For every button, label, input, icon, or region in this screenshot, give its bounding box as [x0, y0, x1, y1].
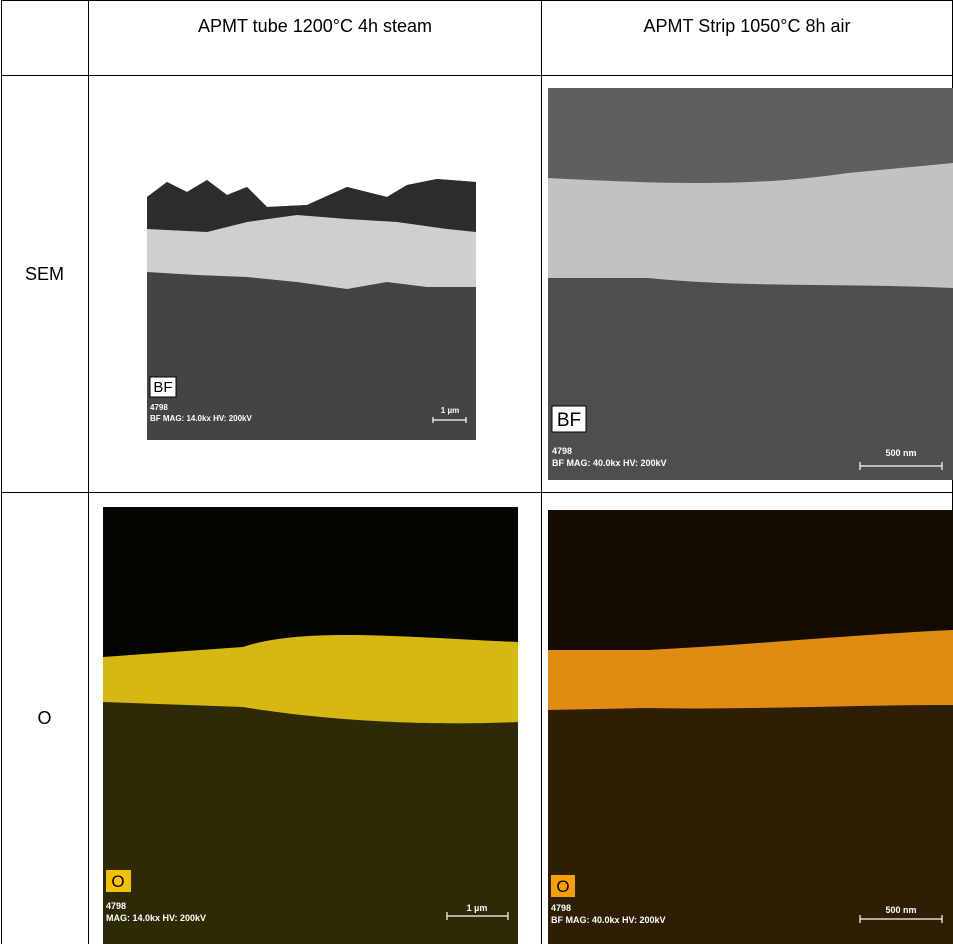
- rule: [1, 0, 953, 1]
- badge: O: [111, 872, 124, 891]
- column-header: APMT tube 1200°C 4h steam: [89, 16, 541, 37]
- image-info: BF MAG: 40.0kx HV: 200kV: [551, 915, 666, 925]
- image-id: 4798: [150, 403, 168, 412]
- rule: [1, 492, 953, 493]
- sem-image: BF 4798 BF MAG: 14.0kx HV: 200kV 1 µm: [147, 177, 476, 440]
- scale-label: 1 µm: [467, 903, 488, 913]
- row-label: O: [1, 708, 88, 729]
- image-info: MAG: 14.0kx HV: 200kV: [106, 913, 206, 923]
- image-id: 4798: [106, 901, 126, 911]
- image-info: BF MAG: 14.0kx HV: 200kV: [150, 414, 252, 423]
- image-id: 4798: [551, 903, 571, 913]
- image-id: 4798: [552, 446, 572, 456]
- column-header: APMT Strip 1050°C 8h air: [542, 16, 952, 37]
- sem-image: BF 4798 BF MAG: 40.0kx HV: 200kV 500 nm: [548, 88, 953, 480]
- rule: [541, 0, 542, 944]
- scale-label: 1 µm: [441, 406, 459, 415]
- rule: [88, 0, 89, 944]
- badge: O: [556, 877, 569, 896]
- eds-map: O 4798 BF MAG: 40.0kx HV: 200kV 500 nm: [548, 510, 953, 944]
- badge: BF: [557, 410, 581, 431]
- rule: [1, 75, 953, 76]
- image-info: BF MAG: 40.0kx HV: 200kV: [552, 458, 667, 468]
- scale-label: 500 nm: [885, 905, 916, 915]
- row-label: SEM: [1, 264, 88, 285]
- page: APMT tube 1200°C 4h steam APMT Strip 105…: [0, 0, 953, 944]
- eds-map: O 4798 MAG: 14.0kx HV: 200kV 1 µm: [103, 507, 518, 944]
- scale-label: 500 nm: [885, 448, 916, 458]
- rule: [1, 0, 2, 944]
- badge: BF: [153, 379, 172, 396]
